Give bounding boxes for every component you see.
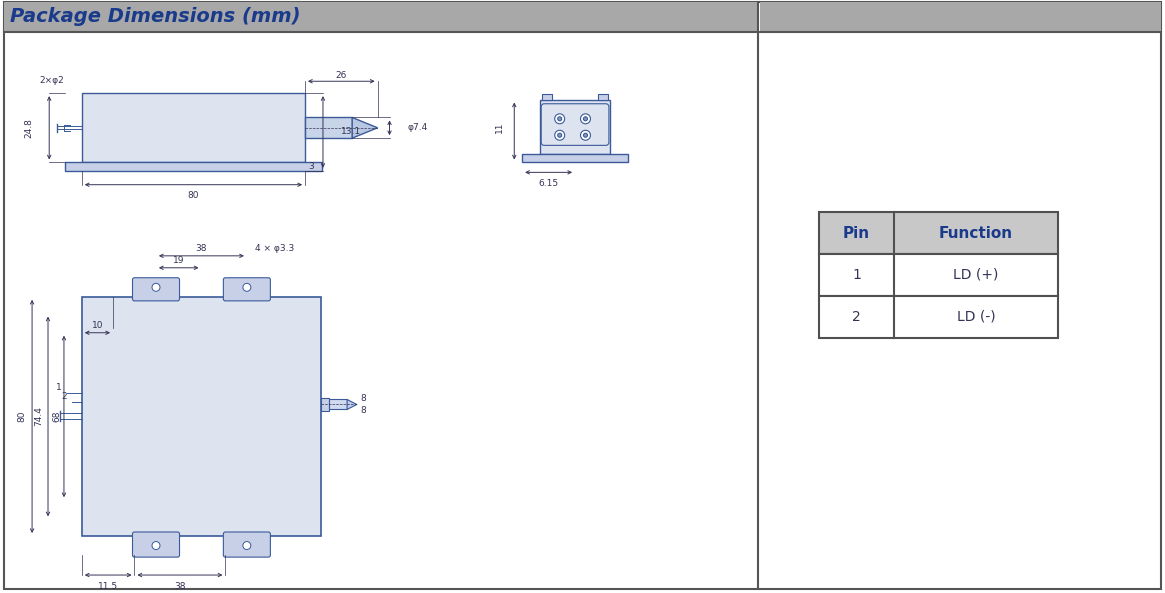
Circle shape [151,541,160,550]
Bar [598,94,608,100]
Text: 1: 1 [852,268,861,282]
Text: 13.1: 13.1 [341,127,361,136]
Text: 19: 19 [172,256,184,265]
Text: 38: 38 [174,582,185,591]
Text: Pin: Pin [843,225,870,241]
Bar [305,117,352,138]
Text: 2×φ2: 2×φ2 [40,76,64,85]
Circle shape [584,133,587,137]
Circle shape [555,114,565,124]
Bar [65,162,322,171]
Text: 3: 3 [308,162,313,171]
FancyBboxPatch shape [133,278,179,301]
Circle shape [558,133,562,137]
Circle shape [242,541,250,550]
Polygon shape [347,400,356,409]
Text: 6.15: 6.15 [538,179,559,189]
Text: 10: 10 [92,321,104,330]
Text: Function: Function [939,225,1014,241]
FancyBboxPatch shape [133,532,179,557]
Text: 38: 38 [196,244,207,253]
Text: 8: 8 [361,394,367,403]
Text: 68: 68 [52,411,61,422]
Circle shape [558,117,562,121]
Text: 74.4: 74.4 [34,406,43,426]
FancyBboxPatch shape [224,278,270,301]
Polygon shape [352,117,377,138]
Bar [541,100,610,154]
Bar [329,400,347,409]
Circle shape [151,283,160,291]
Text: LD (-): LD (-) [956,310,995,324]
Circle shape [580,114,591,124]
Text: 11: 11 [495,122,504,133]
Bar [542,94,552,100]
Circle shape [584,117,587,121]
Text: 8: 8 [361,406,367,415]
Text: 11.5: 11.5 [98,582,119,591]
Text: 24.8: 24.8 [24,118,34,138]
Text: 4 × φ3.3: 4 × φ3.3 [255,244,294,253]
Text: Package Dimensions (mm): Package Dimensions (mm) [10,8,301,27]
Text: 80: 80 [17,411,26,422]
Circle shape [242,283,250,291]
FancyBboxPatch shape [224,532,270,557]
Bar [819,212,1058,254]
Text: 1: 1 [56,382,62,391]
Text: 2: 2 [852,310,861,324]
Text: LD (+): LD (+) [953,268,998,282]
Bar [819,296,1058,338]
Text: 26: 26 [336,71,347,80]
Bar [82,297,322,536]
Text: φ7.4: φ7.4 [408,123,428,132]
Bar [5,2,758,32]
Text: 80: 80 [188,191,199,200]
Bar [522,154,628,162]
Bar [322,397,329,412]
Circle shape [580,130,591,140]
Circle shape [555,130,565,140]
Bar [761,2,1160,32]
Text: 2: 2 [62,392,66,401]
Bar [82,93,305,162]
Bar [819,254,1058,296]
